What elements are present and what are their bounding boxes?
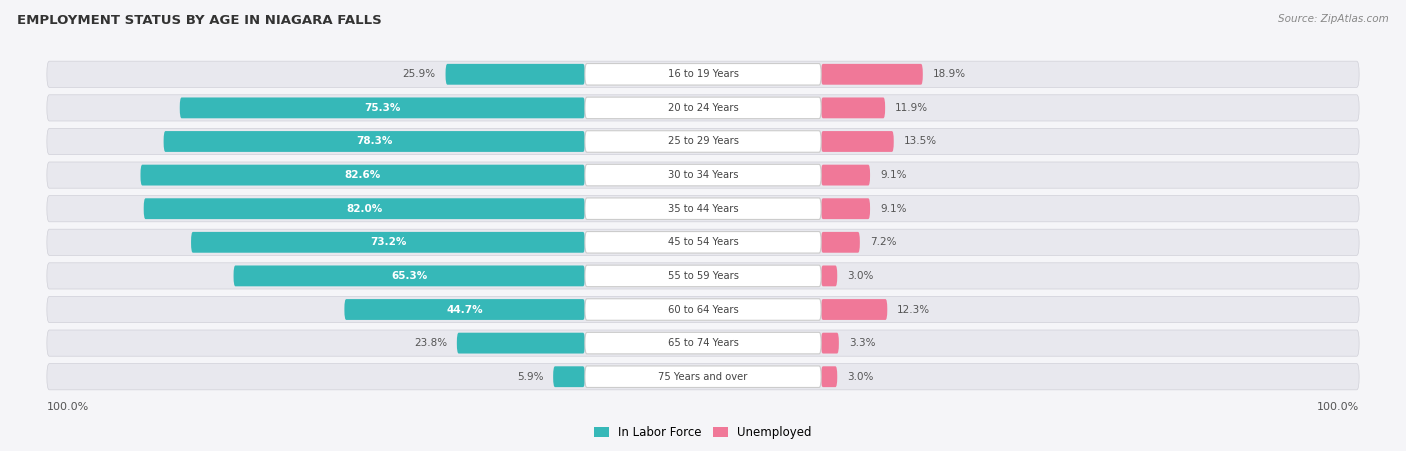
Text: 9.1%: 9.1% [880, 204, 907, 214]
Text: 75.3%: 75.3% [364, 103, 401, 113]
Text: 18.9%: 18.9% [932, 69, 966, 79]
Text: 25.9%: 25.9% [402, 69, 436, 79]
Text: 11.9%: 11.9% [896, 103, 928, 113]
FancyBboxPatch shape [821, 64, 922, 85]
FancyBboxPatch shape [821, 131, 894, 152]
FancyBboxPatch shape [46, 364, 1360, 390]
FancyBboxPatch shape [344, 299, 585, 320]
Text: 100.0%: 100.0% [46, 402, 89, 412]
Text: 82.0%: 82.0% [346, 204, 382, 214]
Text: 55 to 59 Years: 55 to 59 Years [668, 271, 738, 281]
FancyBboxPatch shape [585, 231, 821, 253]
FancyBboxPatch shape [585, 164, 821, 186]
Text: 20 to 24 Years: 20 to 24 Years [668, 103, 738, 113]
FancyBboxPatch shape [46, 61, 1360, 87]
Text: 65 to 74 Years: 65 to 74 Years [668, 338, 738, 348]
Text: 7.2%: 7.2% [870, 237, 896, 247]
FancyBboxPatch shape [585, 265, 821, 287]
Text: 23.8%: 23.8% [413, 338, 447, 348]
FancyBboxPatch shape [821, 165, 870, 185]
FancyBboxPatch shape [46, 263, 1360, 289]
Text: 75 Years and over: 75 Years and over [658, 372, 748, 382]
FancyBboxPatch shape [46, 95, 1360, 121]
Text: 30 to 34 Years: 30 to 34 Years [668, 170, 738, 180]
Text: 13.5%: 13.5% [904, 137, 936, 147]
Legend: In Labor Force, Unemployed: In Labor Force, Unemployed [595, 426, 811, 439]
Text: 5.9%: 5.9% [517, 372, 543, 382]
Text: 9.1%: 9.1% [880, 170, 907, 180]
Text: 3.0%: 3.0% [846, 271, 873, 281]
FancyBboxPatch shape [46, 129, 1360, 155]
FancyBboxPatch shape [821, 366, 837, 387]
FancyBboxPatch shape [585, 97, 821, 119]
FancyBboxPatch shape [180, 97, 585, 118]
FancyBboxPatch shape [821, 266, 837, 286]
FancyBboxPatch shape [585, 64, 821, 85]
FancyBboxPatch shape [46, 196, 1360, 222]
FancyBboxPatch shape [821, 198, 870, 219]
FancyBboxPatch shape [585, 366, 821, 387]
FancyBboxPatch shape [446, 64, 585, 85]
FancyBboxPatch shape [191, 232, 585, 253]
Text: 35 to 44 Years: 35 to 44 Years [668, 204, 738, 214]
FancyBboxPatch shape [821, 97, 886, 118]
Text: 44.7%: 44.7% [446, 304, 482, 314]
FancyBboxPatch shape [457, 333, 585, 354]
FancyBboxPatch shape [163, 131, 585, 152]
Text: 100.0%: 100.0% [1317, 402, 1360, 412]
FancyBboxPatch shape [553, 366, 585, 387]
Text: 3.3%: 3.3% [849, 338, 875, 348]
FancyBboxPatch shape [585, 332, 821, 354]
Text: Source: ZipAtlas.com: Source: ZipAtlas.com [1278, 14, 1389, 23]
Text: 65.3%: 65.3% [391, 271, 427, 281]
Text: 82.6%: 82.6% [344, 170, 381, 180]
FancyBboxPatch shape [821, 232, 860, 253]
FancyBboxPatch shape [585, 198, 821, 220]
Text: 3.0%: 3.0% [846, 372, 873, 382]
FancyBboxPatch shape [141, 165, 585, 185]
FancyBboxPatch shape [585, 131, 821, 152]
FancyBboxPatch shape [821, 299, 887, 320]
Text: 16 to 19 Years: 16 to 19 Years [668, 69, 738, 79]
Text: 73.2%: 73.2% [370, 237, 406, 247]
FancyBboxPatch shape [46, 229, 1360, 255]
Text: 78.3%: 78.3% [356, 137, 392, 147]
FancyBboxPatch shape [46, 330, 1360, 356]
Text: 60 to 64 Years: 60 to 64 Years [668, 304, 738, 314]
Text: EMPLOYMENT STATUS BY AGE IN NIAGARA FALLS: EMPLOYMENT STATUS BY AGE IN NIAGARA FALL… [17, 14, 381, 27]
FancyBboxPatch shape [46, 162, 1360, 188]
Text: 25 to 29 Years: 25 to 29 Years [668, 137, 738, 147]
FancyBboxPatch shape [46, 296, 1360, 322]
FancyBboxPatch shape [233, 266, 585, 286]
Text: 45 to 54 Years: 45 to 54 Years [668, 237, 738, 247]
FancyBboxPatch shape [585, 299, 821, 320]
FancyBboxPatch shape [821, 333, 839, 354]
Text: 12.3%: 12.3% [897, 304, 931, 314]
FancyBboxPatch shape [143, 198, 585, 219]
